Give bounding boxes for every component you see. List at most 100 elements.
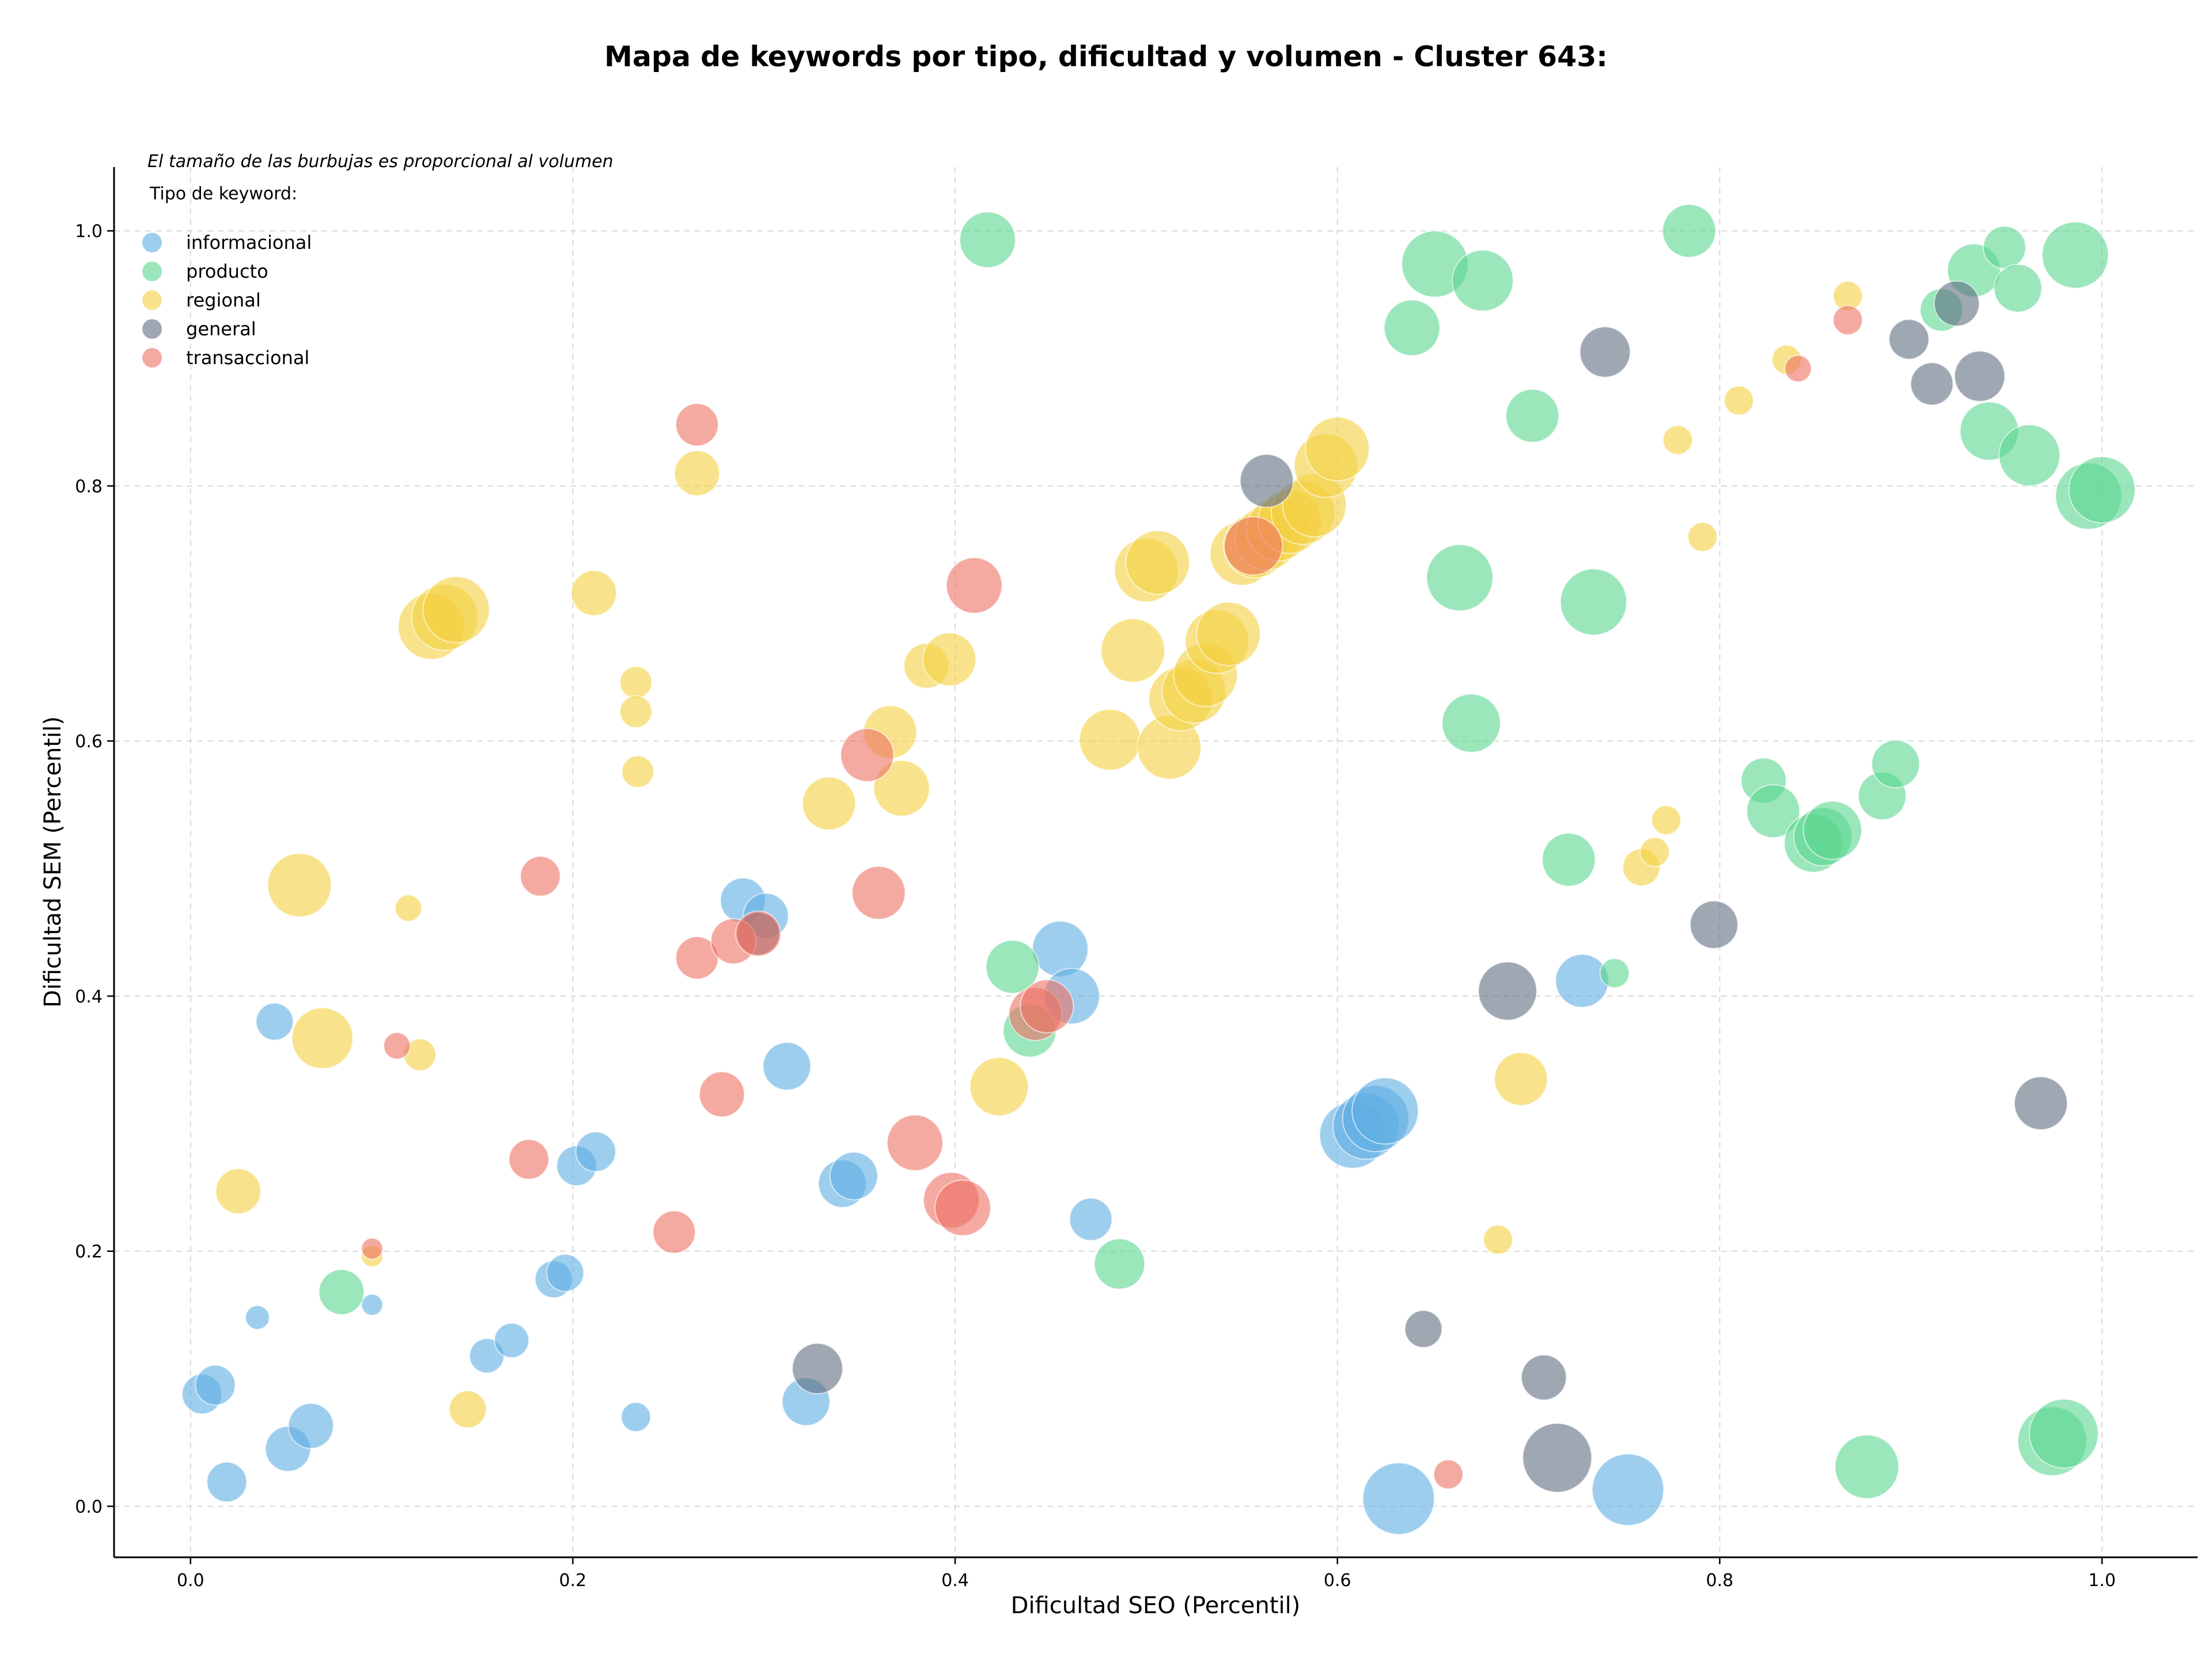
bubble-regional bbox=[619, 695, 653, 728]
x-axis-title: Dificultad SEO (Percentil) bbox=[1011, 1592, 1301, 1619]
bubble-transaccional bbox=[1832, 305, 1863, 335]
legend-label-producto: producto bbox=[186, 260, 268, 282]
bubble-regional bbox=[570, 570, 618, 616]
bubble-producto bbox=[1441, 693, 1501, 753]
bubble-regional bbox=[922, 632, 977, 687]
bubble-informacional bbox=[287, 1402, 334, 1450]
bubble-general bbox=[1239, 453, 1294, 508]
bubble-informacional bbox=[206, 1461, 248, 1503]
bubble-informacional bbox=[245, 1305, 270, 1330]
bubble-informacional bbox=[1069, 1197, 1113, 1242]
bubble-regional bbox=[1483, 1224, 1513, 1255]
legend-title: Tipo de keyword: bbox=[149, 184, 297, 204]
bubble-general bbox=[1521, 1354, 1567, 1401]
bubble-transaccional bbox=[383, 1032, 411, 1060]
bubble-informacional bbox=[1362, 1462, 1435, 1535]
bubble-general bbox=[2013, 1076, 2068, 1130]
bubble-regional bbox=[291, 1007, 354, 1069]
bubble-regional bbox=[267, 853, 332, 918]
ticks: 0.0 0.2 0.4 0.6 0.8 1.0 0.0 0.2 0.4 0.6 0.8 1.0 bbox=[75, 222, 2116, 1591]
bubble-regional bbox=[1196, 601, 1261, 667]
legend-label-transaccional: transaccional bbox=[186, 347, 309, 369]
bubble-producto bbox=[1834, 1434, 1900, 1500]
series-informacional bbox=[181, 877, 1665, 1535]
bubble-informacional bbox=[1032, 920, 1089, 978]
bubble-producto bbox=[1093, 1238, 1146, 1290]
bubble-informacional bbox=[1555, 954, 1609, 1008]
bubble-general bbox=[1954, 350, 2006, 402]
legend-label-general: general bbox=[186, 318, 256, 340]
bubble-producto bbox=[2041, 221, 2109, 289]
x-tick-label: 1.0 bbox=[2088, 1571, 2116, 1591]
bubble-producto bbox=[985, 940, 1040, 994]
series-general bbox=[736, 280, 2068, 1493]
axes bbox=[113, 167, 2198, 1558]
bubble-transaccional bbox=[520, 856, 561, 897]
bubble-transaccional bbox=[851, 865, 906, 920]
bubble-producto bbox=[318, 1269, 365, 1315]
bubble-transaccional bbox=[934, 1179, 991, 1236]
bubble-producto bbox=[1983, 225, 2027, 270]
y-tick-label: 0.4 bbox=[75, 987, 103, 1007]
bubble-informacional bbox=[361, 1293, 384, 1316]
bubble-informacional bbox=[195, 1364, 236, 1406]
bubble-informacional bbox=[255, 1002, 294, 1041]
bubble-regional bbox=[1724, 385, 1754, 416]
bubble-regional bbox=[1078, 709, 1141, 771]
x-tick-label: 0.4 bbox=[941, 1571, 969, 1591]
bubble-general bbox=[1690, 900, 1738, 949]
y-tick-label: 1.0 bbox=[75, 222, 103, 242]
bubble-regional bbox=[619, 665, 653, 699]
bubble-regional bbox=[621, 755, 654, 788]
y-tick-label: 0.0 bbox=[75, 1497, 103, 1517]
legend-marker-informacional bbox=[142, 233, 162, 252]
bubble-producto bbox=[1559, 568, 1627, 636]
x-tick-label: 0.6 bbox=[1324, 1571, 1351, 1591]
bubble-producto bbox=[1383, 299, 1441, 357]
y-tick-label: 0.6 bbox=[75, 732, 103, 752]
bubble-regional bbox=[395, 894, 423, 922]
bubble-transaccional bbox=[735, 910, 782, 957]
y-tick-label: 0.2 bbox=[75, 1242, 103, 1262]
bubble-producto bbox=[1998, 424, 2061, 487]
bubble-transaccional bbox=[361, 1237, 384, 1260]
bubble-transaccional bbox=[1784, 354, 1812, 383]
bubble-transaccional bbox=[887, 1114, 944, 1171]
bubble-producto bbox=[1746, 784, 1801, 838]
y-tick-label: 0.8 bbox=[75, 476, 103, 497]
bubble-transaccional bbox=[675, 403, 719, 447]
bubble-regional bbox=[1100, 618, 1165, 683]
bubble-regional bbox=[673, 450, 721, 497]
bubble-general bbox=[1579, 326, 1631, 378]
bubble-producto bbox=[1871, 739, 1921, 789]
bubble-regional bbox=[1125, 530, 1191, 595]
bubble-general bbox=[1478, 961, 1537, 1021]
y-axis-title: Dificultad SEM (Percentil) bbox=[40, 716, 66, 1008]
chart-title: Mapa de keywords por tipo, dificultad y … bbox=[604, 40, 1608, 73]
bubble-general bbox=[1522, 1422, 1593, 1493]
legend-label-regional: regional bbox=[186, 289, 261, 311]
bubble-producto bbox=[2068, 456, 2136, 524]
size-note: El tamaño de las burbujas es proporciona… bbox=[147, 152, 613, 172]
bubble-informacional bbox=[620, 1402, 652, 1432]
bubble-producto bbox=[1426, 544, 1494, 612]
series-transaccional bbox=[361, 305, 1863, 1490]
legend-label-informacional: informacional bbox=[186, 232, 312, 253]
bubbles bbox=[181, 203, 2136, 1535]
bubble-informacional bbox=[1351, 1077, 1419, 1145]
bubble-informacional bbox=[762, 1042, 812, 1091]
bubble-transaccional bbox=[1433, 1459, 1464, 1490]
bubble-transaccional bbox=[652, 1210, 696, 1254]
legend: El tamaño de las burbujas es proporciona… bbox=[142, 152, 613, 369]
bubble-regional bbox=[1305, 417, 1370, 482]
bubble-regional bbox=[1639, 837, 1670, 868]
legend-marker-regional bbox=[142, 290, 162, 310]
bubble-general bbox=[791, 1342, 843, 1395]
bubble-producto bbox=[1802, 800, 1862, 860]
bubble-informacional bbox=[546, 1254, 585, 1292]
bubble-regional bbox=[969, 1057, 1029, 1117]
legend-marker-transaccional bbox=[142, 348, 162, 368]
bubble-producto bbox=[1452, 249, 1514, 312]
